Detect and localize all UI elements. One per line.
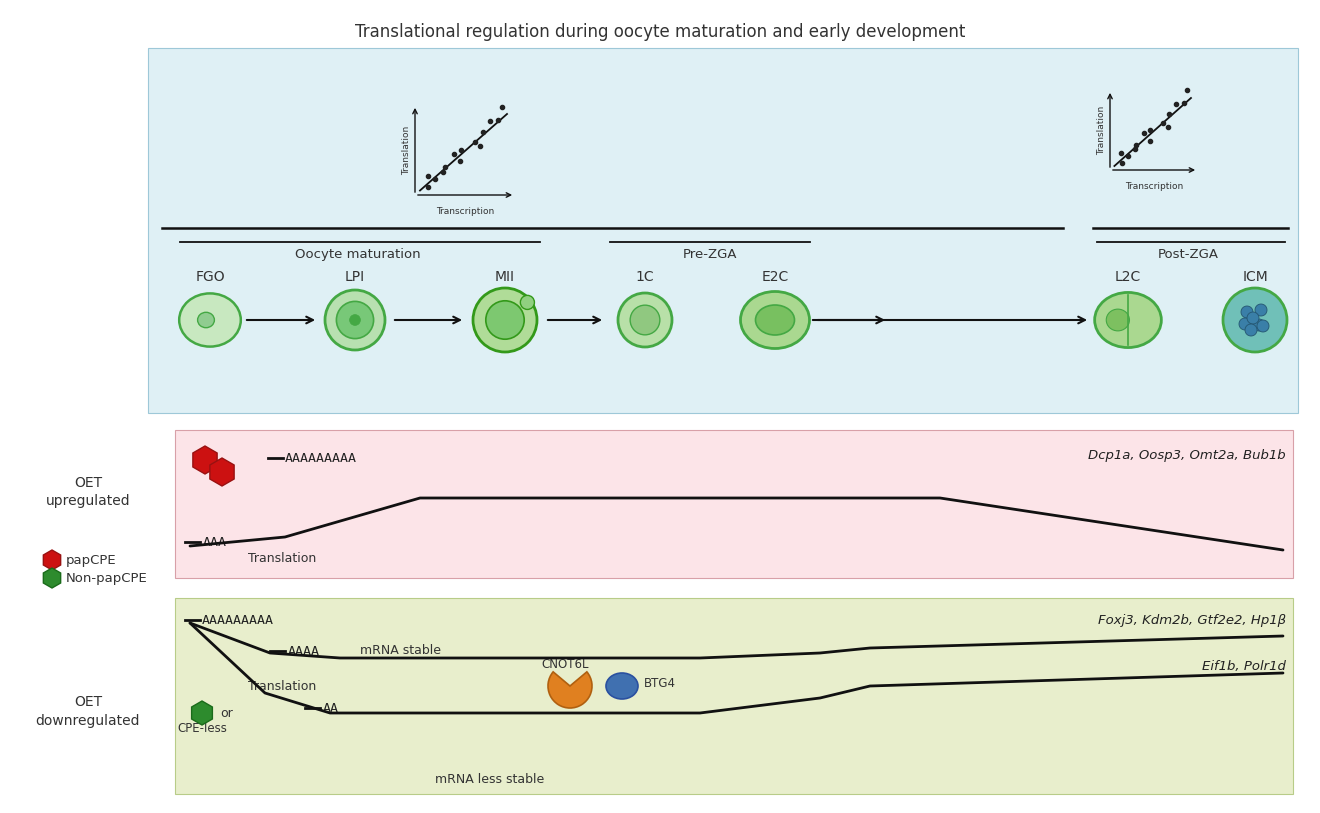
Polygon shape [44, 568, 61, 588]
Point [1139, 134, 1160, 147]
Ellipse shape [741, 292, 809, 349]
Point [450, 143, 471, 156]
Circle shape [618, 293, 672, 347]
Point [491, 100, 512, 113]
Text: Translation: Translation [1097, 106, 1106, 154]
Text: mRNA less stable: mRNA less stable [436, 772, 545, 785]
Ellipse shape [180, 293, 240, 346]
Point [1158, 121, 1179, 134]
Ellipse shape [606, 673, 638, 699]
Polygon shape [193, 446, 216, 474]
Polygon shape [191, 701, 213, 725]
Point [1159, 107, 1180, 120]
Point [1176, 84, 1197, 97]
Text: AA: AA [323, 702, 339, 715]
Text: MII: MII [495, 270, 515, 284]
Circle shape [350, 315, 360, 325]
Text: Post-ZGA: Post-ZGA [1158, 248, 1218, 261]
Text: AAA: AAA [203, 536, 227, 549]
Text: OET
downregulated: OET downregulated [36, 695, 140, 728]
Circle shape [1255, 304, 1267, 316]
Text: Oocyte maturation: Oocyte maturation [296, 248, 421, 261]
Text: Pre-ZGA: Pre-ZGA [682, 248, 738, 261]
Text: Non-papCPE: Non-papCPE [66, 572, 148, 585]
Point [1134, 126, 1155, 139]
Text: OET
upregulated: OET upregulated [46, 476, 131, 508]
Text: Transcription: Transcription [436, 207, 494, 216]
Text: Translational regulation during oocyte maturation and early development: Translational regulation during oocyte m… [355, 23, 965, 41]
Circle shape [337, 302, 374, 338]
Circle shape [630, 305, 660, 335]
Point [1123, 143, 1144, 156]
Point [417, 180, 438, 193]
Wedge shape [548, 672, 591, 708]
Point [1173, 97, 1195, 110]
Text: Translation: Translation [403, 125, 412, 175]
Circle shape [325, 290, 385, 350]
Text: mRNA stable: mRNA stable [360, 644, 441, 657]
Text: Dcp1a, Oosp3, Omt2a, Bub1b: Dcp1a, Oosp3, Omt2a, Bub1b [1089, 449, 1286, 462]
Text: Foxj3, Kdm2b, Gtf2e2, Hp1β: Foxj3, Kdm2b, Gtf2e2, Hp1β [1098, 614, 1286, 627]
Text: Translation: Translation [248, 680, 317, 693]
Text: CNOT6L: CNOT6L [541, 658, 589, 671]
Text: Translation: Translation [248, 551, 317, 564]
Circle shape [1257, 320, 1269, 332]
Text: FGO: FGO [195, 270, 224, 284]
Point [1152, 116, 1173, 129]
Point [470, 140, 491, 153]
Bar [148, 48, 1298, 413]
Point [449, 154, 470, 167]
Text: papCPE: papCPE [66, 554, 116, 567]
Point [1118, 150, 1139, 163]
Text: 1C: 1C [636, 270, 655, 284]
Text: Eif1b, Polr1d: Eif1b, Polr1d [1203, 659, 1286, 672]
Text: ICM: ICM [1242, 270, 1269, 284]
Circle shape [1253, 319, 1265, 331]
Ellipse shape [198, 312, 214, 328]
Circle shape [473, 288, 537, 352]
Point [425, 172, 446, 185]
Text: BTG4: BTG4 [644, 676, 676, 689]
Text: AAAAAAAAA: AAAAAAAAA [202, 614, 275, 627]
Polygon shape [44, 550, 61, 570]
Circle shape [1241, 306, 1253, 318]
Ellipse shape [1094, 293, 1162, 347]
Text: AAAA: AAAA [288, 645, 319, 658]
Ellipse shape [1106, 309, 1130, 331]
Point [1111, 156, 1133, 169]
Point [1166, 97, 1187, 110]
Text: AAAAAAAAA: AAAAAAAAA [285, 451, 356, 464]
Text: Transcription: Transcription [1125, 182, 1183, 191]
Point [465, 136, 486, 149]
Point [432, 165, 453, 178]
Circle shape [520, 295, 535, 310]
Polygon shape [210, 458, 234, 486]
Point [473, 126, 494, 139]
Text: CPE-less: CPE-less [177, 721, 227, 734]
Point [434, 160, 455, 173]
Text: or: or [220, 706, 232, 720]
Point [479, 115, 500, 128]
Text: LPI: LPI [345, 270, 366, 284]
Point [417, 170, 438, 183]
Point [1139, 124, 1160, 137]
Point [488, 113, 510, 126]
Bar [176, 598, 1294, 794]
Text: L2C: L2C [1115, 270, 1140, 284]
Point [1126, 138, 1147, 151]
Circle shape [1224, 288, 1287, 352]
Circle shape [1245, 324, 1257, 336]
Text: E2C: E2C [762, 270, 788, 284]
Ellipse shape [755, 305, 795, 335]
Circle shape [1247, 312, 1259, 324]
Point [1110, 146, 1131, 159]
Bar [176, 430, 1294, 578]
Circle shape [486, 301, 524, 339]
Circle shape [1239, 318, 1251, 330]
Point [444, 147, 465, 160]
